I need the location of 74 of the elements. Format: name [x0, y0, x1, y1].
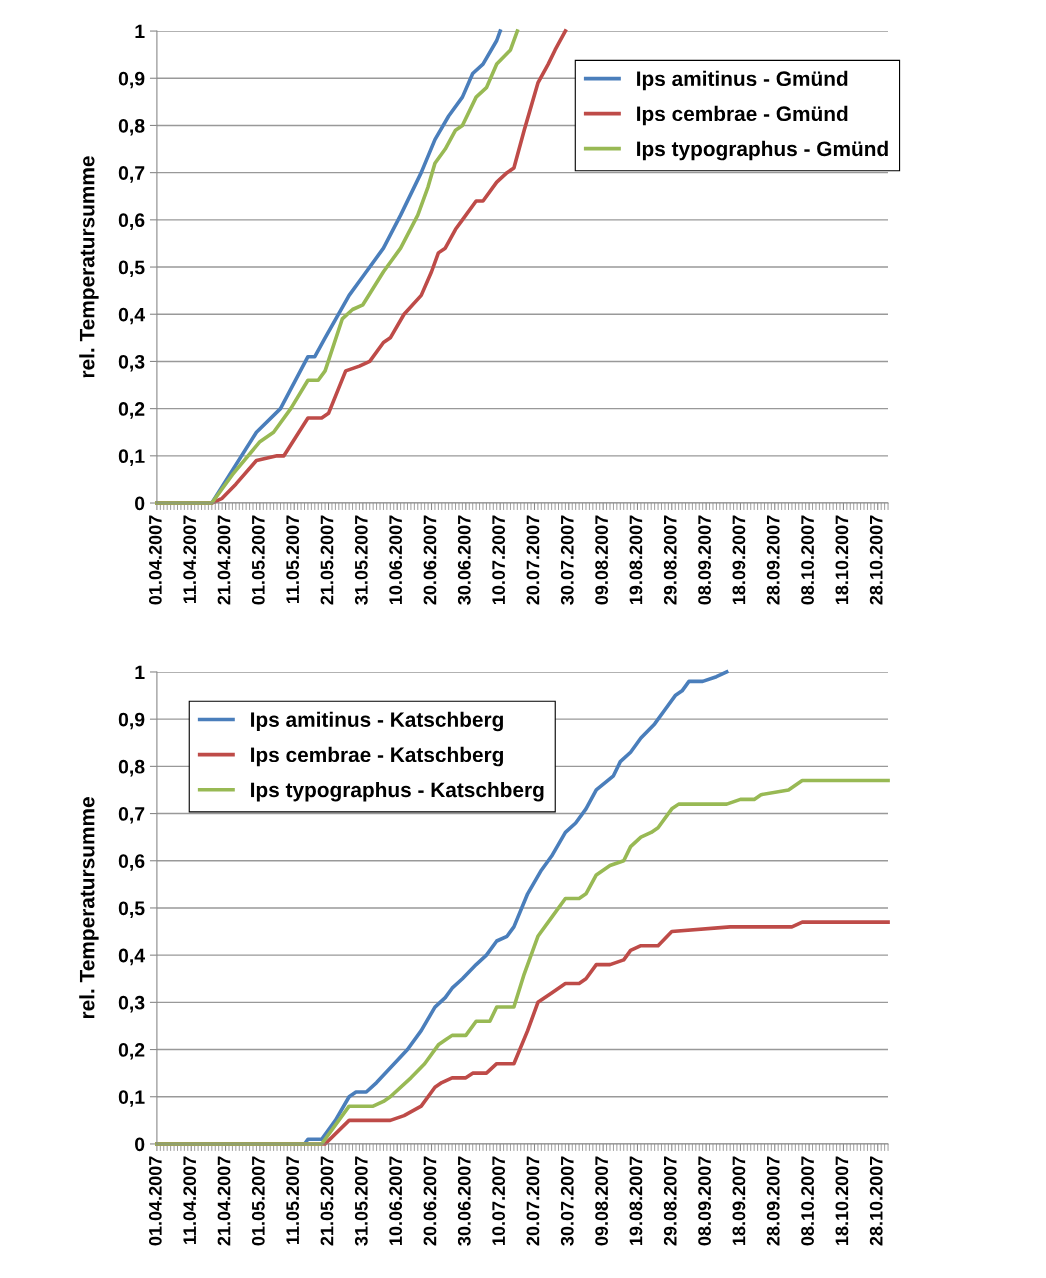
x-tick-label: 19.08.2007 [629, 1156, 643, 1245]
x-tick-label: 10.06.2007 [389, 1156, 403, 1245]
x-tick-label: 09.08.2007 [595, 1156, 608, 1246]
y-tick-label: 0,1 [118, 449, 145, 466]
y-tick-label: 0,7 [118, 807, 145, 824]
y-tick-label: 0 [135, 1137, 145, 1152]
x-tick-label: 18.09.2007 [732, 515, 746, 605]
x-tick-label: 01.04.2007 [148, 515, 162, 605]
y-tick-label: 0,1 [118, 1090, 145, 1107]
x-tick-label: 21.04.2007 [217, 515, 231, 605]
x-tick-label: 18.10.2007 [835, 1156, 849, 1245]
y-tick-label: 0,6 [118, 854, 145, 871]
x-tick-label: 29.08.2007 [663, 1156, 677, 1246]
x-tick-label: 21.04.2007 [217, 1156, 231, 1246]
x-tick-label: 08.10.2007 [801, 515, 814, 605]
y-tick-label: 0,2 [118, 1043, 145, 1060]
x-tick-label: 11.04.2007 [183, 515, 197, 604]
y-tick-label: 0,2 [118, 402, 145, 419]
y-axis-title: rel. Temperatursumme [79, 156, 99, 378]
y-tick-label: 0,3 [118, 995, 145, 1013]
x-tick-label: 20.06.2007 [423, 1156, 437, 1246]
y-tick-label: 0,7 [118, 166, 145, 183]
x-tick-label: 28.09.2007 [766, 515, 780, 605]
x-tick-label: 10.07.2007 [492, 515, 506, 605]
x-tick-label: 21.05.2007 [320, 1156, 334, 1246]
x-tick-label: 30.07.2007 [560, 515, 574, 605]
y-tick-label: 0,5 [118, 260, 145, 278]
legend-label: Ips cembrae - Gmünd [637, 105, 848, 126]
y-tick-label: 0,4 [118, 948, 145, 966]
x-tick-label: 28.09.2007 [766, 1156, 780, 1246]
x-tick-label: 01.05.2007 [251, 515, 265, 605]
y-tick-label: 0,3 [118, 354, 145, 372]
x-tick-label: 08.10.2007 [801, 1156, 814, 1246]
y-axis-title: rel. Temperatursumme [79, 797, 99, 1019]
x-tick-label: 18.10.2007 [835, 515, 849, 605]
legend-label: Ips amitinus - Gmünd [637, 70, 848, 91]
legend-label: Ips typographus - Gmünd [637, 140, 888, 161]
y-tick-label: 0,5 [118, 901, 145, 919]
x-tick-label: 30.06.2007 [457, 1156, 471, 1246]
y-tick-label: 1 [135, 24, 145, 39]
x-tick-label: 01.05.2007 [251, 1156, 265, 1246]
y-tick-label: 0,9 [118, 71, 145, 89]
x-tick-label: 20.06.2007 [423, 515, 437, 605]
y-tick-label: 0,6 [118, 213, 145, 230]
x-tick-label: 08.09.2007 [698, 515, 711, 605]
x-tick-label: 21.05.2007 [320, 515, 334, 605]
x-tick-label: 19.08.2007 [629, 515, 643, 605]
x-tick-label: 20.07.2007 [526, 1156, 540, 1246]
x-tick-label: 10.06.2007 [389, 515, 403, 605]
x-tick-label: 28.10.2007 [869, 1156, 883, 1246]
y-tick-label: 0,9 [118, 712, 145, 730]
legend-label: Ips amitinus - Katschberg [251, 711, 503, 732]
y-tick-label: 0 [135, 496, 145, 511]
legend-label: Ips cembrae - Katschberg [251, 746, 503, 767]
x-tick-label: 10.07.2007 [492, 1156, 506, 1245]
x-tick-label: 31.05.2007 [354, 1156, 368, 1246]
x-tick-label: 11.04.2007 [183, 1156, 197, 1244]
x-tick-label: 30.06.2007 [457, 515, 471, 605]
x-tick-label: 29.08.2007 [663, 515, 677, 605]
y-tick-label: 0,8 [118, 118, 145, 136]
x-tick-label: 01.04.2007 [148, 1156, 162, 1246]
x-tick-label: 11.05.2007 [286, 1156, 300, 1244]
x-tick-label: 18.09.2007 [732, 1156, 746, 1245]
x-tick-label: 20.07.2007 [526, 515, 540, 605]
x-tick-label: 11.05.2007 [286, 515, 300, 604]
y-tick-label: 0,4 [118, 307, 145, 325]
x-tick-label: 08.09.2007 [698, 1156, 711, 1246]
x-tick-label: 28.10.2007 [869, 515, 883, 605]
y-tick-label: 1 [135, 665, 145, 680]
y-tick-label: 0,8 [118, 759, 145, 777]
x-tick-label: 30.07.2007 [560, 1156, 574, 1246]
legend-label: Ips typographus - Katschberg [251, 781, 544, 802]
x-tick-label: 31.05.2007 [354, 515, 368, 605]
x-tick-label: 09.08.2007 [595, 515, 608, 605]
